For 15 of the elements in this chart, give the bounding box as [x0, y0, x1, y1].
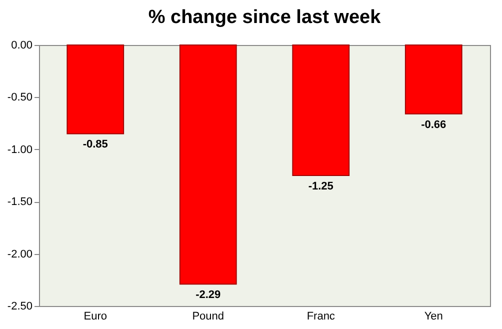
y-tick-label: 0.00 — [11, 40, 32, 52]
y-tick-label: -1.50 — [7, 196, 32, 208]
y-tick-label: -2.00 — [7, 248, 32, 260]
x-tick-label: Yen — [424, 310, 443, 322]
data-label: -1.25 — [308, 180, 334, 192]
y-tick-label: -0.50 — [7, 92, 32, 104]
data-label: -2.29 — [196, 289, 221, 302]
x-tick-label: Euro — [84, 310, 107, 322]
data-label: -0.85 — [82, 138, 108, 151]
x-tick-label: Franc — [306, 310, 336, 322]
y-tick-label: -2.50 — [7, 300, 32, 312]
y-tick-label: -1.00 — [7, 144, 32, 156]
chart-title: % change since last week — [148, 7, 382, 28]
x-tick-label: Pound — [192, 310, 224, 322]
data-label: -0.66 — [421, 118, 446, 131]
